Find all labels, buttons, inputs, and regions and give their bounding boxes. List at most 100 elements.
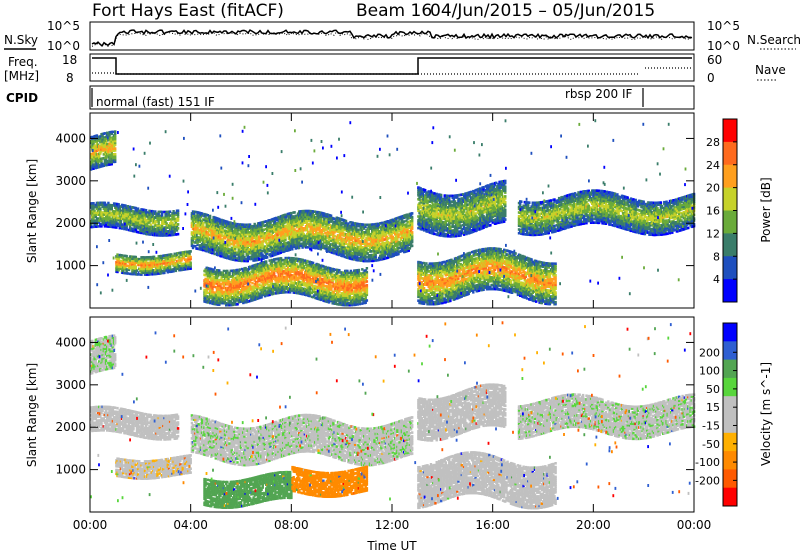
echo-cell xyxy=(275,217,277,220)
echo-cell xyxy=(114,147,116,150)
echo-cell xyxy=(191,231,193,234)
echo-cell xyxy=(96,140,98,143)
echo-cell xyxy=(166,211,168,214)
echo-cell xyxy=(365,256,367,259)
echo-cell xyxy=(161,211,163,214)
echo-cell xyxy=(104,132,106,135)
echo-cell xyxy=(220,287,222,290)
echo-cell xyxy=(403,220,405,223)
nsearch-tick-bottom: 10^0 xyxy=(707,39,740,53)
echo-cell xyxy=(177,223,179,226)
beam-title: Beam 16 xyxy=(356,1,432,21)
echo-cell xyxy=(124,204,126,207)
echo-cell xyxy=(274,225,276,228)
echo-cell xyxy=(190,262,192,265)
echo-cell xyxy=(345,220,347,223)
echo-cell xyxy=(411,245,413,248)
echo-cell xyxy=(384,238,386,241)
echo-cell xyxy=(411,212,413,215)
echo-cell xyxy=(398,247,400,250)
nsearch-label: N.Search xyxy=(747,33,800,47)
echo-cell xyxy=(312,210,314,213)
echo-cell xyxy=(249,281,251,284)
echo-cell xyxy=(190,250,192,253)
echo-cell xyxy=(217,242,219,245)
echo-cell xyxy=(333,218,335,221)
echo-cell xyxy=(92,202,94,205)
echo-cell xyxy=(223,270,225,273)
echo-cell xyxy=(207,292,209,295)
echo-cell xyxy=(177,227,179,230)
freq-trace xyxy=(92,58,692,74)
echo-cell xyxy=(329,224,331,227)
power-echo-cells xyxy=(90,119,695,306)
echo-cell xyxy=(357,229,359,232)
echo-cell xyxy=(218,218,220,221)
echo-cell xyxy=(239,268,241,271)
echo-cell xyxy=(202,222,204,225)
freq-label: Freq. xyxy=(8,55,38,69)
cpid-program-rbsp: rbsp 200 IF xyxy=(565,87,632,101)
echo-cell xyxy=(263,228,265,231)
echo-cell xyxy=(258,283,260,286)
echo-cell xyxy=(177,233,179,236)
echo-cell xyxy=(394,248,396,251)
echo-cell xyxy=(97,225,99,228)
echo-cell xyxy=(268,232,270,235)
nave-tick-top: 60 xyxy=(707,53,722,67)
echo-cell xyxy=(169,210,171,213)
echo-cell xyxy=(293,211,295,214)
nsearch-tick-top: 10^5 xyxy=(707,19,740,33)
echo-cell xyxy=(177,209,179,212)
echo-cell xyxy=(210,219,212,222)
cpid-label: CPID xyxy=(6,91,38,105)
echo-cell xyxy=(226,221,228,224)
echo-cell xyxy=(362,223,364,226)
echo-cell xyxy=(126,255,128,258)
echo-cell xyxy=(387,237,389,240)
cpid-program-normal: normal (fast) 151 IF xyxy=(96,95,215,109)
echo-cell xyxy=(234,245,236,248)
echo-cell xyxy=(190,256,192,259)
echo-cell xyxy=(341,226,343,229)
echo-cell xyxy=(333,235,335,238)
echo-cell xyxy=(256,282,258,285)
echo-cell xyxy=(337,246,339,249)
freq-tick-bottom: 8 xyxy=(66,71,74,85)
echo-cell xyxy=(411,216,413,219)
echo-cell xyxy=(147,256,149,259)
echo-cell xyxy=(127,272,129,275)
echo-cell xyxy=(411,231,413,234)
echo-cell xyxy=(251,282,253,285)
echo-cell xyxy=(169,214,171,217)
nave-tick-bottom: 0 xyxy=(707,71,715,85)
echo-cell xyxy=(114,130,116,133)
echo-cell xyxy=(272,235,274,238)
echo-cell xyxy=(112,131,114,134)
echo-cell xyxy=(214,253,216,256)
echo-cell xyxy=(293,228,295,231)
echo-cell xyxy=(222,234,224,237)
echo-cell xyxy=(290,212,292,215)
nave-label: Nave xyxy=(755,63,786,77)
echo-cell xyxy=(367,248,369,251)
echo-cell xyxy=(269,221,271,224)
echo-cell xyxy=(405,223,407,226)
freq-tick-top: 18 xyxy=(62,53,77,67)
nsky-tick-top: 10^5 xyxy=(47,19,80,33)
echo-cell xyxy=(186,251,188,254)
echo-cell xyxy=(266,256,268,259)
echo-cell xyxy=(209,215,211,218)
echo-cell xyxy=(135,207,137,210)
echo-cell xyxy=(201,212,203,215)
echo-cell xyxy=(269,230,271,233)
echo-cell xyxy=(145,219,147,222)
echo-cell xyxy=(99,207,101,210)
echo-cell xyxy=(349,242,351,245)
echo-cell xyxy=(121,223,123,226)
date-range-title: 04/Jun/2015 – 05/Jun/2015 xyxy=(430,1,655,21)
freq-unit-label: [MHz] xyxy=(4,69,39,83)
echo-cell xyxy=(268,250,270,253)
nsky-tick-bottom: 10^0 xyxy=(47,39,80,53)
